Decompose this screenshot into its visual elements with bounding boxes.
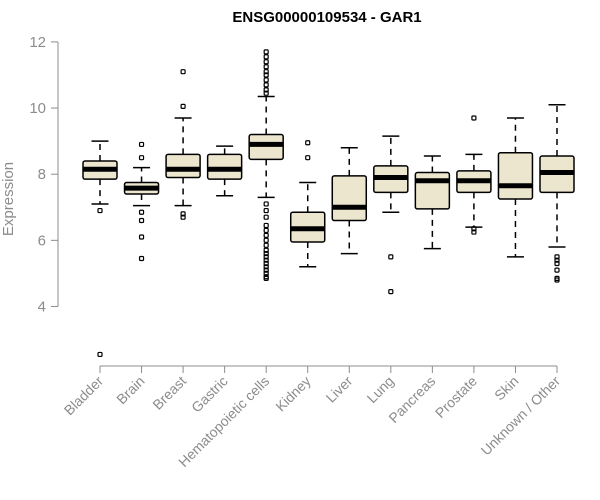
outlier-point <box>263 270 269 277</box>
outlier-point <box>263 64 269 70</box>
box-group <box>123 141 160 262</box>
chart-title: ENSG00000109534 - GAR1 <box>232 9 421 26</box>
outlier-point <box>263 237 269 243</box>
x-tick-label: Kidney <box>272 373 314 415</box>
box-group <box>456 115 492 235</box>
y-tick-label: 12 <box>29 34 46 51</box>
outlier-point <box>263 267 269 273</box>
outlier-point <box>554 257 560 263</box>
outlier-point <box>263 254 269 260</box>
outlier-point <box>305 140 311 146</box>
y-tick-label: 10 <box>29 100 46 117</box>
x-tick-label: Prostate <box>432 373 480 421</box>
outlier-point <box>263 72 269 78</box>
box-group <box>206 145 243 197</box>
outlier-point <box>180 214 186 220</box>
outlier-point <box>180 211 186 217</box>
outlier-point <box>97 351 103 358</box>
outlier-point <box>471 229 477 235</box>
outlier-point <box>138 155 145 161</box>
box-iqr <box>414 171 451 210</box>
outlier-point <box>263 82 269 88</box>
outlier-point <box>471 115 477 121</box>
box-group <box>248 49 284 281</box>
outlier-point <box>263 227 269 234</box>
x-tick-label: Skin <box>491 373 522 404</box>
outlier-point <box>263 260 269 267</box>
outlier-point <box>263 69 269 75</box>
y-axis: 4 6 8 10 12 <box>29 34 59 315</box>
box-group <box>331 146 368 255</box>
outlier-point <box>180 69 186 75</box>
y-tick-label: 6 <box>38 232 46 249</box>
outlier-point <box>554 277 560 283</box>
outlier-point <box>138 255 145 262</box>
outlier-point <box>263 49 269 55</box>
box-group <box>373 135 409 295</box>
outlier-point <box>97 207 103 214</box>
outlier-point <box>138 209 145 215</box>
outlier-point <box>554 267 560 273</box>
outlier-point <box>263 77 269 83</box>
outlier-point <box>263 232 269 238</box>
y-tick-label: 4 <box>38 298 46 315</box>
outlier-point <box>263 264 269 270</box>
outlier-point <box>305 155 311 161</box>
outlier-point <box>388 288 394 295</box>
outlier-point <box>263 87 269 93</box>
box-group <box>497 117 534 258</box>
outlier-point <box>263 242 269 248</box>
box-iqr <box>497 151 534 200</box>
outlier-point <box>263 54 269 60</box>
outlier-point <box>263 257 269 263</box>
box-iqr <box>165 153 201 179</box>
outlier-point <box>138 217 145 224</box>
x-tick-label: Breast <box>149 373 189 413</box>
y-tick-label: 8 <box>38 166 46 183</box>
box-series <box>82 49 575 358</box>
outlier-point <box>138 234 145 240</box>
outlier-point <box>263 250 269 257</box>
outlier-point <box>554 254 560 260</box>
outlier-point <box>263 222 269 229</box>
x-tick-label: Brain <box>113 373 147 407</box>
outlier-point <box>263 214 269 220</box>
box-group <box>539 104 575 283</box>
outlier-point <box>554 260 560 267</box>
outlier-point <box>388 254 394 260</box>
x-tick-label: Bladder <box>61 373 107 419</box>
box-group <box>414 155 451 250</box>
box-group <box>165 69 201 220</box>
outlier-point <box>471 226 477 232</box>
outlier-point <box>180 103 186 110</box>
outlier-point <box>263 90 269 96</box>
outlier-point <box>263 207 269 214</box>
box-group <box>289 140 326 268</box>
y-axis-label: Expression <box>0 162 17 236</box>
outlier-point <box>263 201 269 207</box>
box-group <box>82 140 118 358</box>
outlier-point <box>263 59 269 65</box>
outlier-point <box>138 141 145 148</box>
box-iqr <box>331 175 368 222</box>
x-tick-label: Liver <box>323 373 356 406</box>
outlier-point <box>263 275 269 281</box>
outlier-point <box>263 247 269 253</box>
x-tick-label: Unknown / Other <box>478 373 564 459</box>
x-tick-label: Lung <box>364 373 397 406</box>
